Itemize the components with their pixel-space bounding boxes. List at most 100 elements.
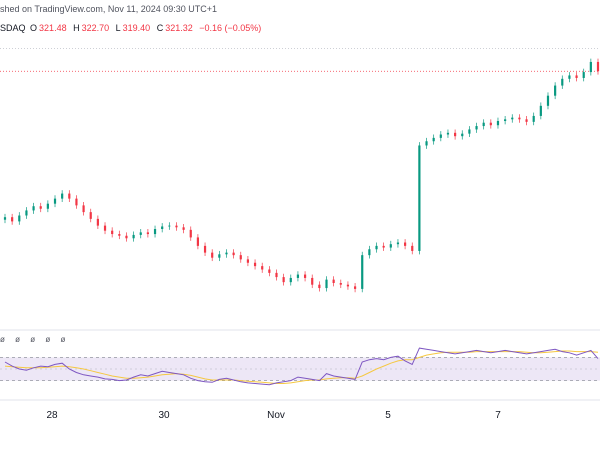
candle <box>225 249 228 258</box>
candle-body <box>525 119 528 122</box>
candle <box>146 229 149 238</box>
candle-body <box>68 193 71 199</box>
candle <box>396 239 400 248</box>
candle <box>596 58 600 75</box>
candle-body <box>318 284 321 289</box>
candle <box>61 190 64 202</box>
candle-body <box>289 277 292 283</box>
candle-body <box>61 193 64 199</box>
close-value: 321.32 <box>165 23 193 33</box>
candle <box>339 279 342 289</box>
candle-body <box>218 254 221 258</box>
candle-body <box>325 279 328 289</box>
high-value: 322.70 <box>81 23 110 33</box>
candle-body <box>475 126 478 130</box>
candle-body <box>511 117 514 120</box>
candle <box>489 119 492 129</box>
candle-body <box>489 122 492 126</box>
publication-header: shed on TradingView.com, Nov 11, 2024 09… <box>0 4 218 14</box>
candle-body <box>361 255 364 289</box>
candle <box>589 58 592 76</box>
candle <box>175 222 178 231</box>
candle <box>368 245 371 259</box>
candle <box>246 256 250 267</box>
high-label: H <box>73 23 80 33</box>
candle <box>218 250 221 262</box>
candle-body <box>125 235 128 239</box>
candle-body <box>275 272 278 278</box>
candle-body <box>346 284 350 287</box>
candle-body <box>161 226 164 229</box>
candle <box>203 242 207 256</box>
candle-body <box>496 121 500 126</box>
candle-body <box>203 245 207 253</box>
candle-body <box>575 75 578 78</box>
candle <box>582 68 585 82</box>
candle <box>568 72 571 83</box>
candle <box>332 276 335 287</box>
candle <box>504 115 507 125</box>
candle <box>461 130 464 140</box>
candle <box>275 269 278 281</box>
candle <box>389 240 392 251</box>
candle-body <box>554 85 557 96</box>
candle <box>318 281 321 292</box>
candle-body <box>389 244 392 248</box>
candle-body <box>261 266 264 270</box>
candle <box>239 251 242 263</box>
candle-body <box>561 78 564 86</box>
candle-body <box>46 203 49 209</box>
candle-body <box>382 245 385 248</box>
x-tick-label: 30 <box>158 410 170 421</box>
candle-body <box>339 283 342 285</box>
candle-body <box>411 245 414 251</box>
candle <box>261 262 264 273</box>
candle-body <box>353 286 357 289</box>
candle <box>539 102 542 120</box>
candle-body <box>103 225 107 231</box>
candle-body <box>296 274 300 278</box>
x-tick-label: Nov <box>267 410 285 421</box>
candle <box>82 202 85 216</box>
candle-body <box>132 234 135 239</box>
candle-body <box>396 242 400 245</box>
close-label: C <box>156 23 164 33</box>
candle-body <box>139 232 142 235</box>
candle-body <box>253 262 257 267</box>
candle <box>439 131 442 142</box>
candle-body <box>225 252 228 255</box>
candle-body <box>596 61 600 72</box>
candle <box>411 242 414 255</box>
candle <box>3 213 7 224</box>
candle-body <box>403 242 407 246</box>
candle-body <box>146 232 149 235</box>
rsi-line <box>4 347 599 386</box>
candle <box>232 249 235 259</box>
candle-body <box>82 205 85 213</box>
candle <box>253 259 257 270</box>
candle-body <box>118 234 121 236</box>
candle-body <box>196 237 200 246</box>
candle <box>303 271 307 282</box>
x-tick-label: 28 <box>46 410 58 421</box>
rsi-layer <box>4 347 599 386</box>
candle <box>468 126 471 138</box>
candle <box>289 274 292 286</box>
candle <box>432 134 435 145</box>
candle <box>475 122 478 133</box>
candle-body <box>168 225 171 227</box>
candle <box>546 92 550 110</box>
candle-body <box>25 210 28 216</box>
low-label: L <box>115 23 121 33</box>
candle-body <box>246 259 250 263</box>
candle-body <box>3 217 7 220</box>
candle-body <box>182 227 185 230</box>
candle <box>525 115 528 126</box>
candle-body <box>582 72 585 78</box>
candle-body <box>425 141 428 146</box>
candle-body <box>504 119 507 121</box>
candle-body <box>96 218 99 226</box>
candle-body <box>211 252 214 258</box>
x-tick-label: 7 <box>495 410 501 421</box>
